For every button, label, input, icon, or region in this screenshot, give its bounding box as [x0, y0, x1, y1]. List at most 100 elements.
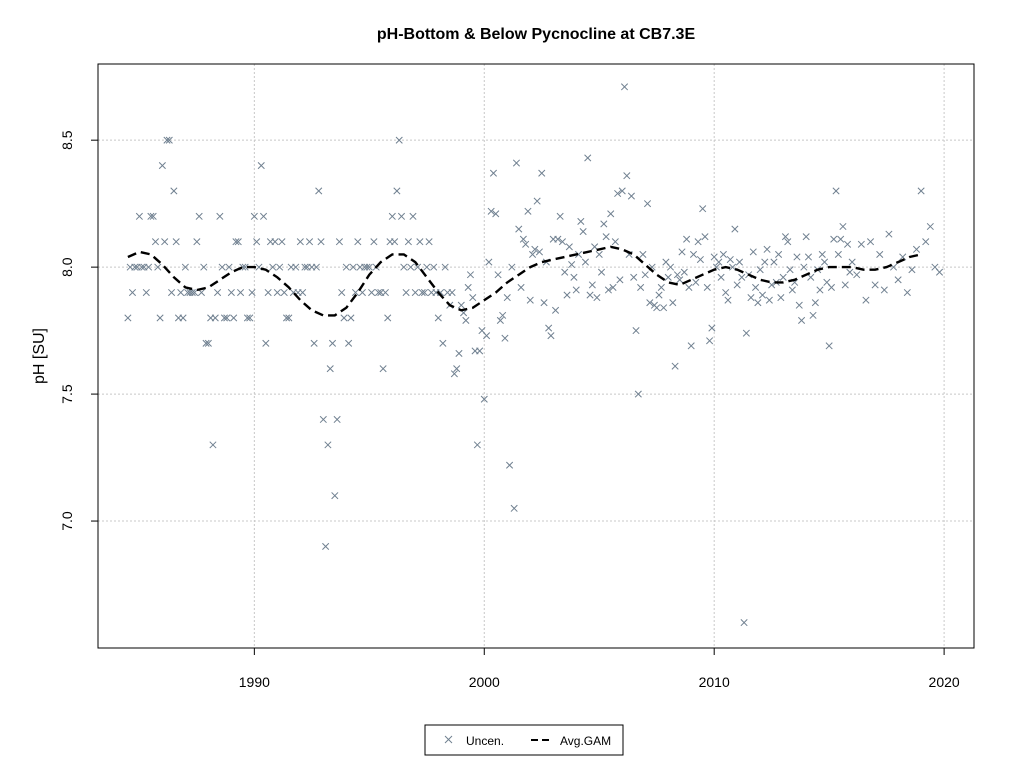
- data-point: [147, 212, 155, 220]
- data-point: [832, 187, 840, 195]
- data-point: [816, 286, 824, 294]
- data-point: [407, 263, 415, 271]
- data-point: [839, 222, 847, 231]
- data-point: [758, 291, 767, 299]
- data-point: [809, 311, 817, 319]
- data-point: [299, 288, 307, 297]
- data-point: [554, 235, 562, 243]
- data-point: [729, 263, 737, 271]
- data-point: [657, 283, 665, 291]
- data-point: [462, 316, 470, 325]
- data-point: [188, 288, 196, 297]
- data-point: [519, 235, 527, 243]
- data-point: [515, 225, 523, 233]
- x-tick-label: 2000: [469, 674, 500, 690]
- data-point: [935, 268, 944, 276]
- data-point: [777, 294, 785, 302]
- data-point: [276, 263, 284, 271]
- data-point: [522, 240, 530, 248]
- y-tick-label: 8.5: [59, 130, 75, 150]
- data-point: [225, 263, 233, 271]
- gam-line: [127, 245, 922, 317]
- data-point: [243, 314, 252, 322]
- data-point: [733, 281, 741, 289]
- data-point: [273, 288, 281, 297]
- data-point: [338, 288, 346, 297]
- data-point: [862, 296, 870, 304]
- data-point: [310, 339, 318, 347]
- legend-label-uncen: Uncen.: [466, 734, 504, 748]
- data-point: [547, 332, 555, 340]
- data-point: [437, 288, 445, 297]
- data-point: [749, 248, 757, 256]
- data-point: [715, 258, 723, 266]
- y-tick-label: 7.5: [59, 384, 75, 404]
- data-point: [218, 263, 226, 271]
- data-point: [315, 187, 323, 195]
- data-point: [740, 619, 748, 627]
- data-point: [324, 441, 332, 449]
- gam-curve: [127, 245, 922, 317]
- data-point: [154, 263, 162, 271]
- data-point: [595, 250, 603, 258]
- data-point: [597, 268, 606, 276]
- scatter-points: [124, 83, 944, 627]
- data-point: [742, 329, 750, 337]
- data-point: [326, 365, 334, 373]
- data-point: [508, 263, 516, 271]
- data-point: [301, 263, 309, 271]
- data-point: [250, 212, 258, 220]
- data-point: [616, 276, 624, 284]
- data-point: [347, 314, 355, 322]
- data-point: [163, 136, 171, 144]
- data-point: [512, 159, 521, 167]
- data-point: [223, 314, 231, 322]
- data-point: [138, 263, 146, 271]
- data-point: [775, 250, 783, 258]
- data-point: [466, 271, 475, 279]
- data-point: [756, 266, 764, 274]
- data-point: [503, 294, 511, 302]
- data-point: [717, 273, 725, 281]
- grid-lines: [98, 64, 974, 648]
- data-point: [694, 238, 702, 246]
- data-point: [411, 288, 419, 297]
- data-point: [655, 291, 663, 299]
- data-point: [899, 253, 907, 261]
- data-point: [151, 238, 160, 246]
- data-point: [473, 441, 481, 449]
- data-point: [811, 299, 819, 307]
- data-point: [257, 162, 265, 170]
- data-point: [425, 238, 433, 246]
- data-point: [871, 281, 879, 289]
- data-point: [220, 314, 229, 322]
- data-point: [563, 291, 571, 299]
- data-point: [296, 238, 304, 246]
- data-point: [524, 207, 532, 215]
- data-point: [540, 299, 548, 307]
- data-point: [722, 288, 730, 297]
- data-point: [903, 288, 911, 297]
- data-point: [241, 263, 249, 271]
- data-point: [660, 304, 668, 312]
- data-point: [922, 238, 930, 246]
- data-point: [489, 169, 498, 177]
- data-point: [646, 299, 654, 307]
- data-point: [179, 314, 187, 322]
- data-point: [798, 316, 806, 325]
- data-point: [630, 273, 638, 281]
- data-point: [568, 261, 576, 269]
- data-point: [620, 83, 629, 91]
- data-point: [181, 263, 189, 271]
- data-point: [264, 288, 272, 297]
- data-point: [793, 253, 801, 261]
- data-point: [701, 233, 709, 241]
- data-point: [285, 314, 293, 322]
- data-point: [788, 286, 796, 294]
- data-point: [846, 268, 854, 276]
- data-point: [191, 288, 199, 297]
- data-point: [340, 314, 348, 322]
- data-point: [779, 273, 787, 281]
